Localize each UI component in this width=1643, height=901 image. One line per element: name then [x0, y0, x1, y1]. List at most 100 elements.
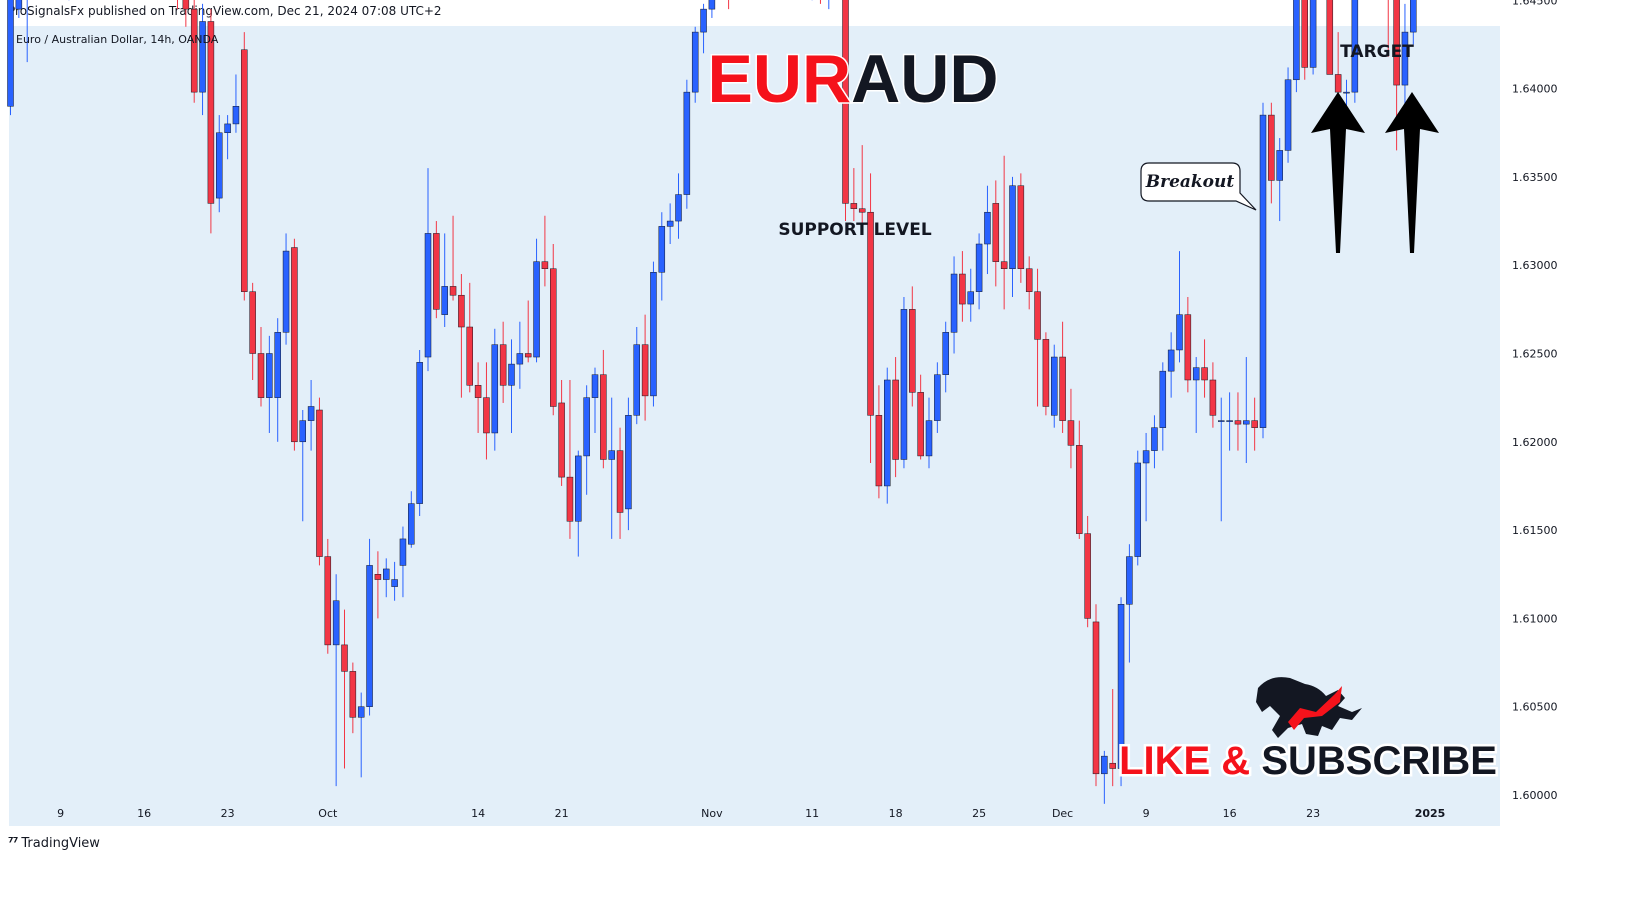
- candle-body: [408, 503, 415, 545]
- candle-body: [1009, 185, 1016, 269]
- price-tick-label: 1.62500: [1512, 348, 1558, 361]
- candle-body: [616, 450, 624, 513]
- candle: [1017, 173, 1025, 283]
- candle-body: [1159, 370, 1167, 428]
- candle: [7, 0, 14, 116]
- candle: [508, 339, 515, 433]
- cta-like: LIKE &: [1119, 739, 1261, 783]
- candle-body: [207, 21, 215, 204]
- candle: [316, 397, 323, 566]
- candle: [1268, 102, 1275, 204]
- candle: [691, 26, 699, 103]
- tradingview-logo-icon[interactable]: ⁷⁷: [8, 836, 18, 851]
- candle-body: [984, 211, 991, 245]
- price-tick-label: 1.64500: [1512, 0, 1558, 7]
- candle-body: [909, 309, 916, 393]
- candle-body: [249, 291, 256, 354]
- candle-body: [1209, 379, 1217, 416]
- candle-body: [282, 250, 290, 333]
- candle: [1076, 420, 1083, 539]
- candle: [374, 551, 382, 619]
- title-part2: AUD: [851, 41, 998, 117]
- cta-text: LIKE & SUBSCRIBE: [1119, 739, 1497, 783]
- candle: [357, 692, 365, 778]
- candle-body: [975, 243, 983, 292]
- candle: [458, 274, 465, 398]
- candle-body: [1076, 445, 1083, 534]
- candle: [466, 282, 473, 393]
- candle: [1309, 0, 1317, 75]
- candle: [324, 538, 332, 654]
- candle: [942, 321, 949, 393]
- candle-body: [216, 132, 223, 199]
- candle-body: [291, 247, 298, 443]
- candle: [1201, 339, 1208, 398]
- time-axis-bg: [9, 826, 1500, 828]
- candle: [541, 215, 549, 287]
- candle-body: [633, 344, 640, 416]
- time-tick-label: 9: [57, 807, 64, 820]
- candle: [608, 397, 615, 539]
- candle: [349, 662, 357, 734]
- candle-body: [541, 261, 549, 269]
- support-level-label: SUPPORT LEVEL: [778, 220, 931, 240]
- candle: [683, 79, 691, 209]
- candle-body: [1343, 91, 1350, 94]
- price-axis-bg: [1500, 26, 1643, 826]
- target-label: TARGET: [1340, 42, 1414, 62]
- candle: [959, 251, 966, 322]
- candle-body: [884, 379, 891, 487]
- bull-silhouette: [1256, 677, 1362, 738]
- candle: [625, 397, 632, 531]
- candle-body: [875, 415, 883, 487]
- candle-body: [1025, 268, 1033, 292]
- candle-body: [1334, 74, 1342, 93]
- time-tick-label: 16: [137, 807, 151, 820]
- candle-body: [1326, 0, 1334, 75]
- candle-body: [458, 294, 465, 328]
- candle-body: [533, 261, 540, 358]
- candle-body: [1301, 0, 1308, 68]
- price-tick-label: 1.60500: [1512, 701, 1558, 714]
- candle: [1251, 397, 1258, 451]
- candle: [1176, 251, 1183, 363]
- time-tick-label: Dec: [1052, 807, 1073, 820]
- time-tick-label: Nov: [701, 807, 723, 820]
- candle: [408, 491, 415, 548]
- candle-body: [1276, 150, 1283, 181]
- title-part1: EUR: [708, 41, 852, 117]
- candle-body: [1142, 450, 1150, 464]
- candle-body: [600, 374, 607, 460]
- candle-body: [1243, 420, 1250, 425]
- candle-body: [366, 565, 373, 707]
- candle: [449, 215, 457, 301]
- candle-body: [474, 385, 482, 398]
- price-tick-label: 1.60000: [1512, 789, 1558, 802]
- candle: [391, 561, 398, 601]
- candle-body: [1126, 556, 1133, 605]
- candle-body: [508, 363, 515, 386]
- candle: [867, 173, 874, 463]
- symbol-line: Euro / Australian Dollar, 14h, OANDA: [16, 33, 219, 46]
- cta-subscribe: SUBSCRIBE: [1261, 739, 1497, 783]
- candle-body: [959, 273, 966, 305]
- candle-body: [641, 344, 649, 397]
- candle-body: [266, 353, 273, 398]
- up-arrow-icon: [1311, 92, 1365, 253]
- candle: [199, 3, 206, 116]
- candle: [1387, 0, 1389, 57]
- candle-body: [1218, 420, 1225, 422]
- candle-body: [449, 286, 457, 296]
- candle: [249, 282, 256, 380]
- candle: [884, 367, 891, 504]
- candle-body: [1401, 31, 1409, 86]
- candle: [842, 0, 849, 222]
- breakout-label: Breakout: [1145, 172, 1235, 192]
- candle: [925, 397, 933, 469]
- candle: [828, 0, 830, 10]
- candle: [917, 374, 924, 460]
- candle-body: [199, 21, 206, 93]
- candle-body: [324, 556, 332, 646]
- candle: [1109, 689, 1116, 787]
- candle-body: [992, 203, 1000, 262]
